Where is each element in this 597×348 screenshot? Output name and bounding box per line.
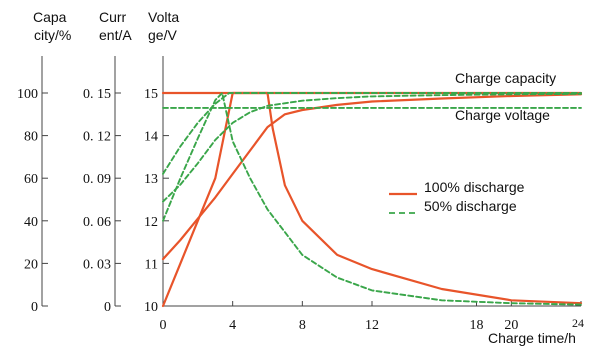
series-layer [161,91,583,308]
capacity-tick-label-1: 20 [24,257,38,272]
voltage-tick-label-4: 14 [144,130,158,145]
capacity-tick-label-5: 100 [17,87,38,102]
current-axis-label-line2: ent/A [99,27,132,43]
x-tick-label-0: 0 [160,318,167,333]
x-tick-label-1: 4 [229,318,236,333]
x-tick-label-6: 24 [572,316,584,330]
capacity-axis-label-line2: city/% [34,27,71,43]
series-line-100-discharge-current [161,91,583,308]
current-tick-label-2: 0. 06 [83,215,111,230]
current-tick-label-4: 0. 12 [83,130,111,145]
series-line-50-discharge-current [162,92,582,306]
current-tick-label-1: 0. 03 [83,257,111,272]
series-line-50-discharge-capacity [162,92,582,175]
voltage-tick-label-5: 15 [144,87,158,102]
annotation-charge-capacity: Charge capacity [455,70,556,86]
current-tick-label-5: 0. 15 [83,87,111,102]
x-tick-label-5: 20 [504,318,518,333]
capacity-tick-label-0: 0 [31,300,38,315]
voltage-tick-label-1: 11 [145,257,158,272]
annotation-charge-voltage: Charge voltage [455,107,550,123]
voltage-axis-label-line1: Volta [148,9,179,25]
legend: 100% discharge 50% discharge [389,179,525,214]
voltage-tick-label-3: 13 [144,172,158,187]
legend-label-100: 100% discharge [424,179,525,195]
voltage-tick-label-0: 10 [144,300,158,315]
current-tick-label-3: 0. 09 [83,172,111,187]
legend-label-50: 50% discharge [424,198,517,214]
voltage-tick-label-2: 12 [144,215,158,230]
capacity-axis-label-line1: Capa [33,9,67,25]
x-tick-label-3: 12 [365,318,379,333]
current-tick-label-0: 0 [104,300,111,315]
voltage-axis-label-line2: ge/V [148,27,177,43]
x-axis-label: Charge time/h [488,330,576,346]
capacity-tick-label-2: 40 [24,215,38,230]
capacity-tick-label-4: 80 [24,130,38,145]
x-tick-label-2: 8 [299,318,306,333]
current-axis-label-line1: Curr [99,9,127,25]
capacity-tick-label-3: 60 [24,172,38,187]
series-line-50-discharge-voltage [162,92,582,203]
x-tick-label-4: 18 [470,318,484,333]
